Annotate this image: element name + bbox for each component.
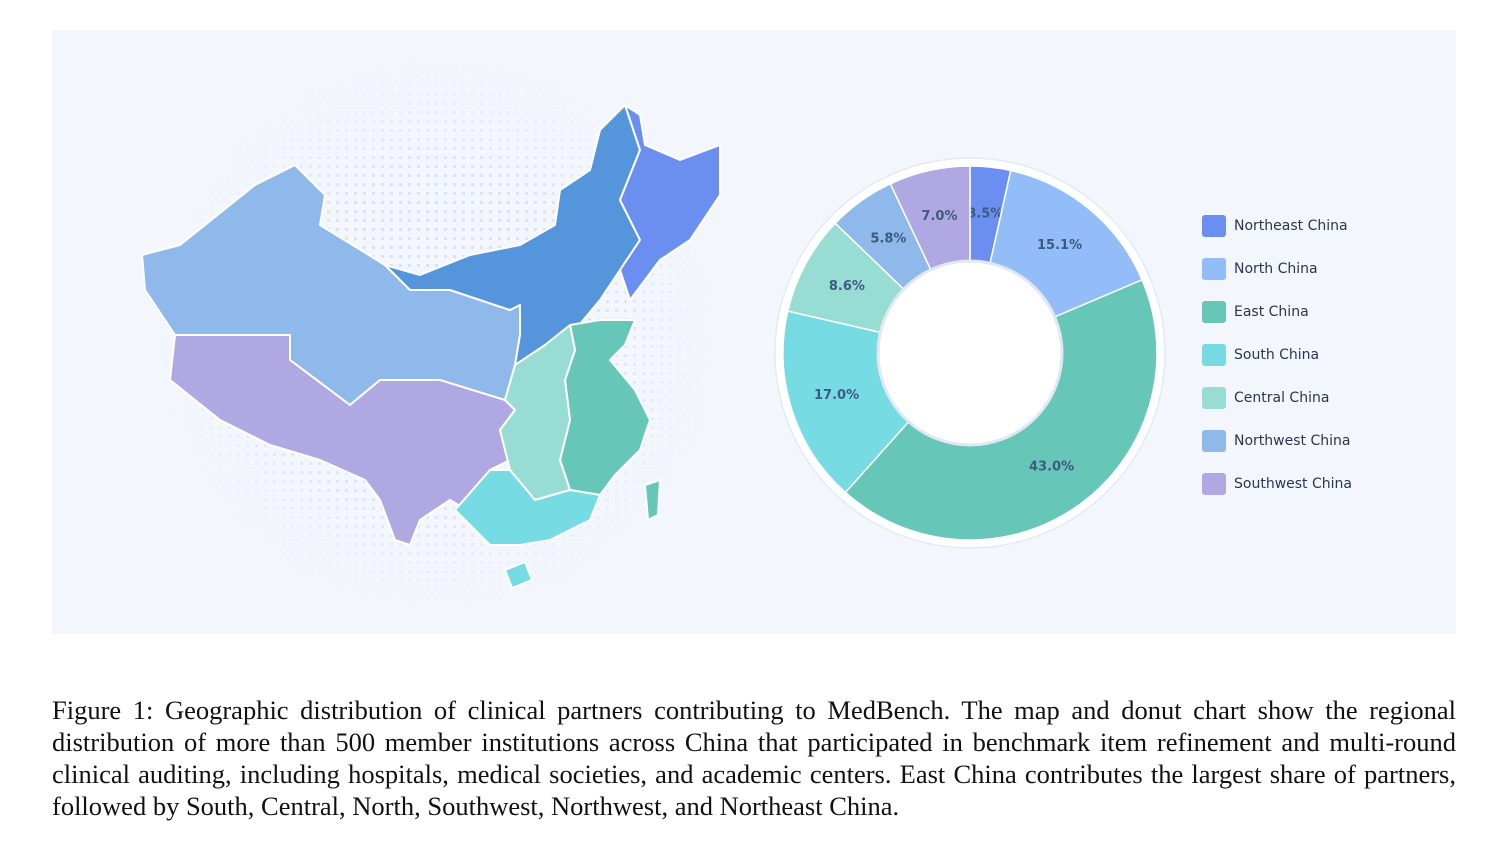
data-label: 43.0% xyxy=(1029,459,1074,474)
legend-label: Central China xyxy=(1234,390,1329,406)
data-label: 15.1% xyxy=(1037,238,1082,253)
figure: 3.5% 15.1% 43.0% 17.0% 8.6% 5.8% 7.0% Northeas… xyxy=(52,30,1456,634)
data-label: 17.0% xyxy=(814,388,859,403)
legend-label: Northeast China xyxy=(1234,218,1348,234)
region-central xyxy=(499,324,576,501)
legend-swatch xyxy=(1202,258,1226,280)
legend-swatch xyxy=(1202,430,1226,452)
data-label: 8.6% xyxy=(829,279,865,294)
legend-label: North China xyxy=(1234,261,1318,277)
donut-hole xyxy=(876,259,1064,447)
legend-swatch xyxy=(1202,301,1226,323)
legend-swatch xyxy=(1202,344,1226,366)
legend-label: Southwest China xyxy=(1234,476,1352,492)
data-label: 5.8% xyxy=(870,232,906,247)
legend-label: Northwest China xyxy=(1234,433,1350,449)
map xyxy=(141,104,721,589)
data-label: 7.0% xyxy=(921,209,957,224)
legend-label: East China xyxy=(1234,304,1309,320)
legend-swatch xyxy=(1202,215,1226,237)
caption: Figure 1: Geographic distribution of cli… xyxy=(52,695,1456,821)
region-south xyxy=(454,469,601,589)
legend: Northeast China North China East China Sout… xyxy=(1202,215,1352,495)
legend-label: South China xyxy=(1234,347,1319,363)
region-northeast xyxy=(619,104,721,301)
legend-swatch xyxy=(1202,473,1226,495)
legend-swatch xyxy=(1202,387,1226,409)
data-label: 3.5% xyxy=(967,206,1003,221)
